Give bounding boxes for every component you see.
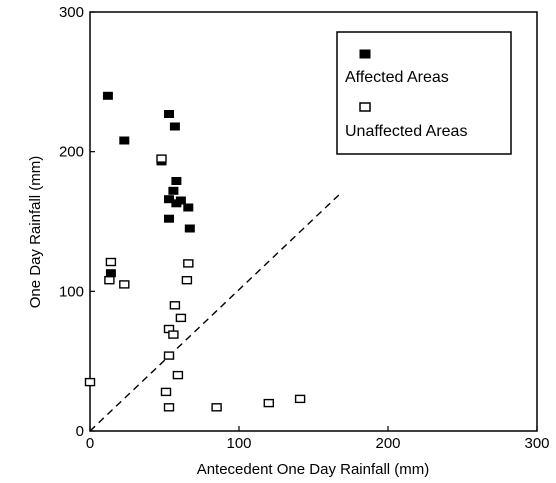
y-axis-label: One Day Rainfall (mm) xyxy=(27,156,44,309)
unaffected-area-point xyxy=(105,257,117,267)
plot-border xyxy=(89,11,538,432)
affected-area-point xyxy=(171,177,182,185)
affected-area-point xyxy=(105,269,116,278)
affected-area-point xyxy=(171,199,182,208)
legend-affected-label: Affected Areas xyxy=(345,69,449,86)
reference-line-layer xyxy=(89,193,341,432)
unaffected-area-point xyxy=(263,398,274,408)
legend: Affected Areas Unaffected Areas xyxy=(336,31,512,155)
ticks-layer: 0 100 200 300 0 100 200 300 xyxy=(59,4,550,452)
y-tick-label: 300 xyxy=(59,4,84,21)
affected-area-point xyxy=(164,195,174,204)
affected-area-point xyxy=(164,214,174,223)
unaffected-area-point xyxy=(168,330,179,339)
unaffected-area-point xyxy=(181,276,193,285)
x-tick-label: 200 xyxy=(375,435,400,452)
unaffected-area-point xyxy=(104,276,115,285)
y-tick-label: 100 xyxy=(59,283,84,300)
unaffected-area-point xyxy=(119,280,130,289)
points-layer xyxy=(84,91,306,412)
unaffected-area-point xyxy=(163,351,175,360)
unaffected-area-point xyxy=(169,301,181,310)
reference-line xyxy=(89,193,341,432)
affected-area-point xyxy=(169,122,180,131)
x-tick-label: 0 xyxy=(86,435,94,452)
affected-area-point xyxy=(184,224,195,233)
y-tick-label: 200 xyxy=(59,144,84,161)
legend-unaffected-marker xyxy=(359,102,371,112)
affected-area-point xyxy=(102,91,113,100)
unaffected-area-point xyxy=(183,259,194,268)
x-tick-label: 100 xyxy=(226,435,251,452)
unaffected-area-point xyxy=(172,370,184,380)
legend-affected-marker xyxy=(359,49,371,59)
plot-frame xyxy=(89,11,538,432)
y-tick-label: 0 xyxy=(76,423,84,440)
unaffected-area-point xyxy=(160,387,172,397)
affected-area-point xyxy=(168,186,179,195)
unaffected-area-point xyxy=(84,377,96,387)
x-axis-label: Antecedent One Day Rainfall (mm) xyxy=(197,461,430,478)
unaffected-area-point xyxy=(156,154,167,163)
x-tick-label: 300 xyxy=(524,435,549,452)
affected-area-point xyxy=(164,110,174,118)
legend-unaffected-label: Unaffected Areas xyxy=(345,123,467,140)
affected-area-point xyxy=(119,136,130,145)
unaffected-area-point xyxy=(163,403,175,412)
affected-area-point xyxy=(183,203,194,212)
unaffected-area-point xyxy=(175,313,187,323)
unaffected-area-point xyxy=(294,394,306,404)
unaffected-area-point xyxy=(211,403,222,412)
